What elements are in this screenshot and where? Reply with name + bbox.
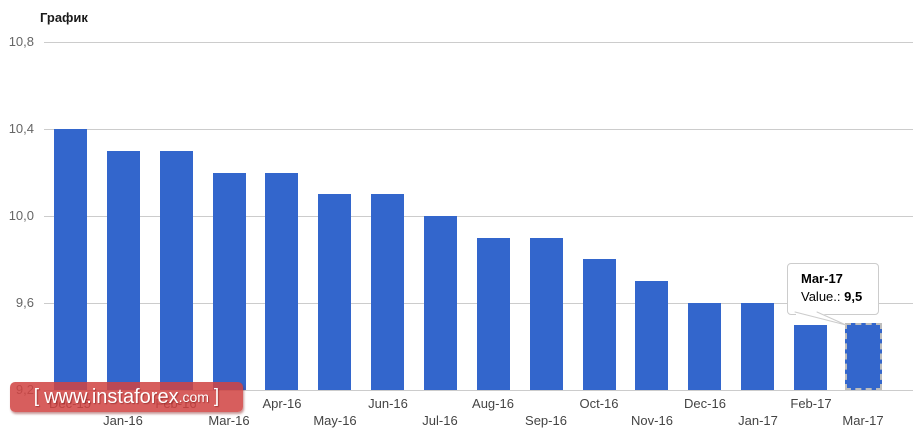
bar-dec-16[interactable] (688, 303, 721, 390)
watermark-close-bracket: ] (213, 386, 220, 407)
x-axis-label-jan-16: Jan-16 (103, 413, 143, 428)
bar-jul-16[interactable] (424, 216, 457, 390)
bar-dec-15[interactable] (54, 129, 87, 390)
bar-apr-16[interactable] (265, 173, 298, 390)
bar-jan-16[interactable] (107, 151, 140, 390)
tooltip-value-line: Value.: 9,5 (801, 289, 878, 304)
y-axis-tick-label: 10,8 (8, 34, 34, 49)
bar-oct-16[interactable] (583, 259, 616, 390)
bar-feb-16[interactable] (160, 151, 193, 390)
bar-mar-16[interactable] (213, 173, 246, 390)
bar-sep-16[interactable] (530, 238, 563, 390)
gridline (44, 216, 913, 217)
x-axis-label-jun-16: Jun-16 (368, 396, 408, 411)
bar-nov-16[interactable] (635, 281, 668, 390)
tooltip-value: 9,5 (844, 289, 863, 304)
y-axis-tick-label: 10,0 (8, 208, 34, 223)
x-axis-label-nov-16: Nov-16 (631, 413, 673, 428)
bar-may-16[interactable] (318, 194, 351, 390)
x-axis-label-dec-16: Dec-16 (684, 396, 726, 411)
bar-aug-16[interactable] (477, 238, 510, 390)
gridline (44, 390, 913, 391)
gridline (44, 42, 913, 43)
y-axis-tick-label: 10,4 (8, 121, 34, 136)
x-axis-label-apr-16: Apr-16 (262, 396, 302, 411)
chart-title: График (40, 10, 88, 25)
bar-jun-16[interactable] (371, 194, 404, 390)
x-axis-label-jul-16: Jul-16 (422, 413, 458, 428)
x-axis-label-oct-16: Oct-16 (579, 396, 619, 411)
gridline (44, 129, 913, 130)
tooltip-title: Mar-17 (801, 271, 843, 286)
x-axis-label-may-16: May-16 (313, 413, 357, 428)
instaforex-watermark: [ www.instaforex .com ] (10, 382, 243, 412)
x-axis-label-feb-17: Feb-17 (790, 396, 832, 411)
tooltip: Mar-17 Value.: 9,5 (787, 263, 879, 315)
y-axis-tick-label: 9,6 (15, 295, 34, 310)
watermark-open-bracket: [ (33, 386, 40, 407)
x-axis-label-sep-16: Sep-16 (525, 413, 567, 428)
x-axis-label-aug-16: Aug-16 (472, 396, 514, 411)
watermark-tld: .com (178, 389, 209, 405)
x-axis-label-mar-16: Mar-16 (208, 413, 250, 428)
tooltip-value-label: Value.: (801, 289, 841, 304)
bar-jan-17[interactable] (741, 303, 774, 390)
bar-feb-17[interactable] (794, 325, 827, 390)
watermark-domain: www.instaforex (44, 385, 179, 408)
bar-mar-17[interactable] (845, 323, 882, 390)
x-axis-label-jan-17: Jan-17 (738, 413, 778, 428)
x-axis-label-mar-17: Mar-17 (842, 413, 884, 428)
